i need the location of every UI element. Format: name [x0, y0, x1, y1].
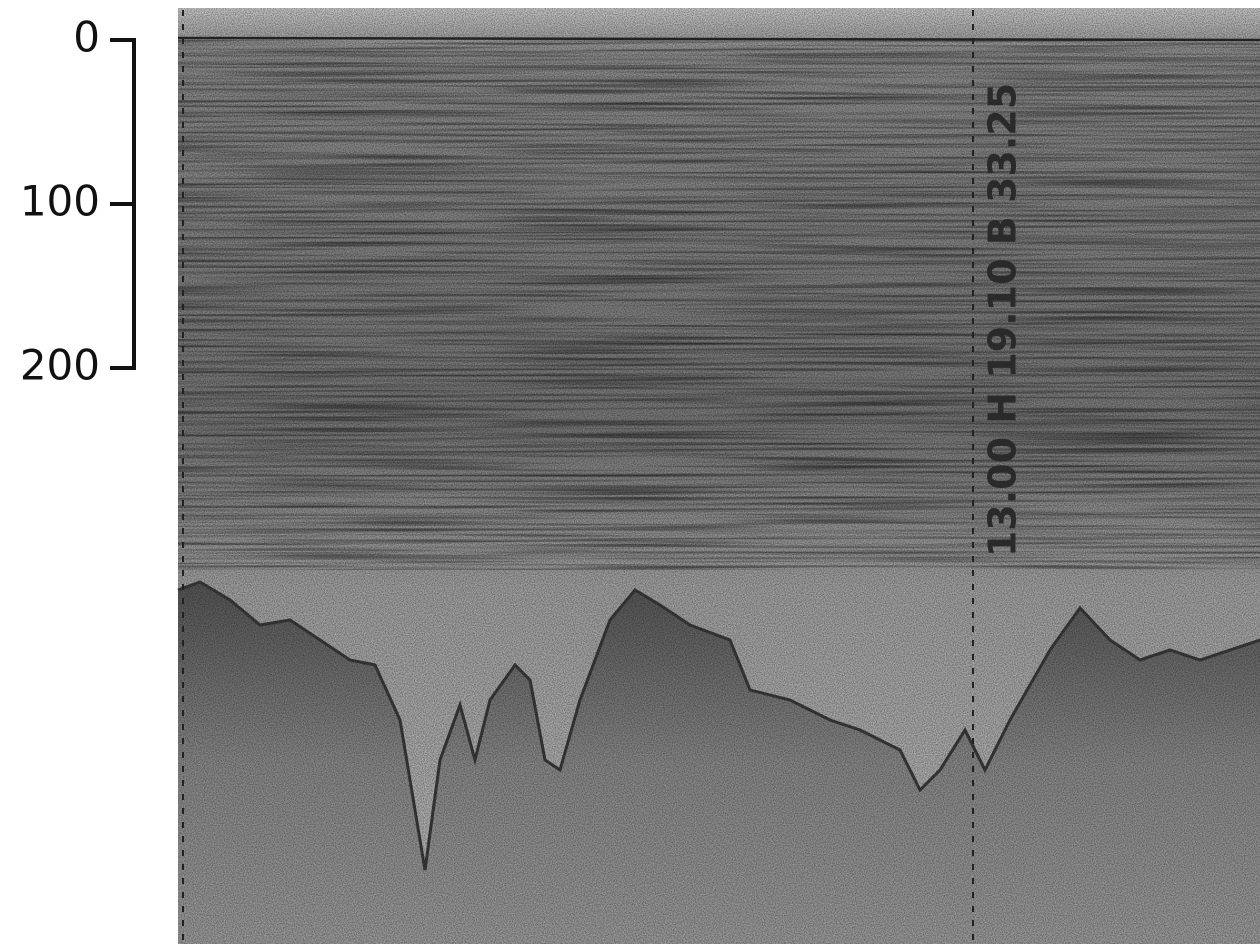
echogram: 13.00 H 19.10 B 33.25: [178, 8, 1260, 944]
echogram-figure: 13.00 H 19.10 B 33.25 0 100 200: [0, 0, 1260, 944]
page: {"scale": {"ticks": [0, 100, 200]}, "ann…: [0, 0, 1260, 944]
depth-scale: 0 100 200: [20, 13, 134, 390]
scale-label: 0: [73, 13, 100, 62]
grain: [178, 8, 1260, 944]
handwritten-annotation: 13.00 H 19.10 B 33.25: [981, 83, 1025, 557]
scale-label: 200: [20, 341, 100, 390]
scale-label: 100: [20, 177, 100, 226]
